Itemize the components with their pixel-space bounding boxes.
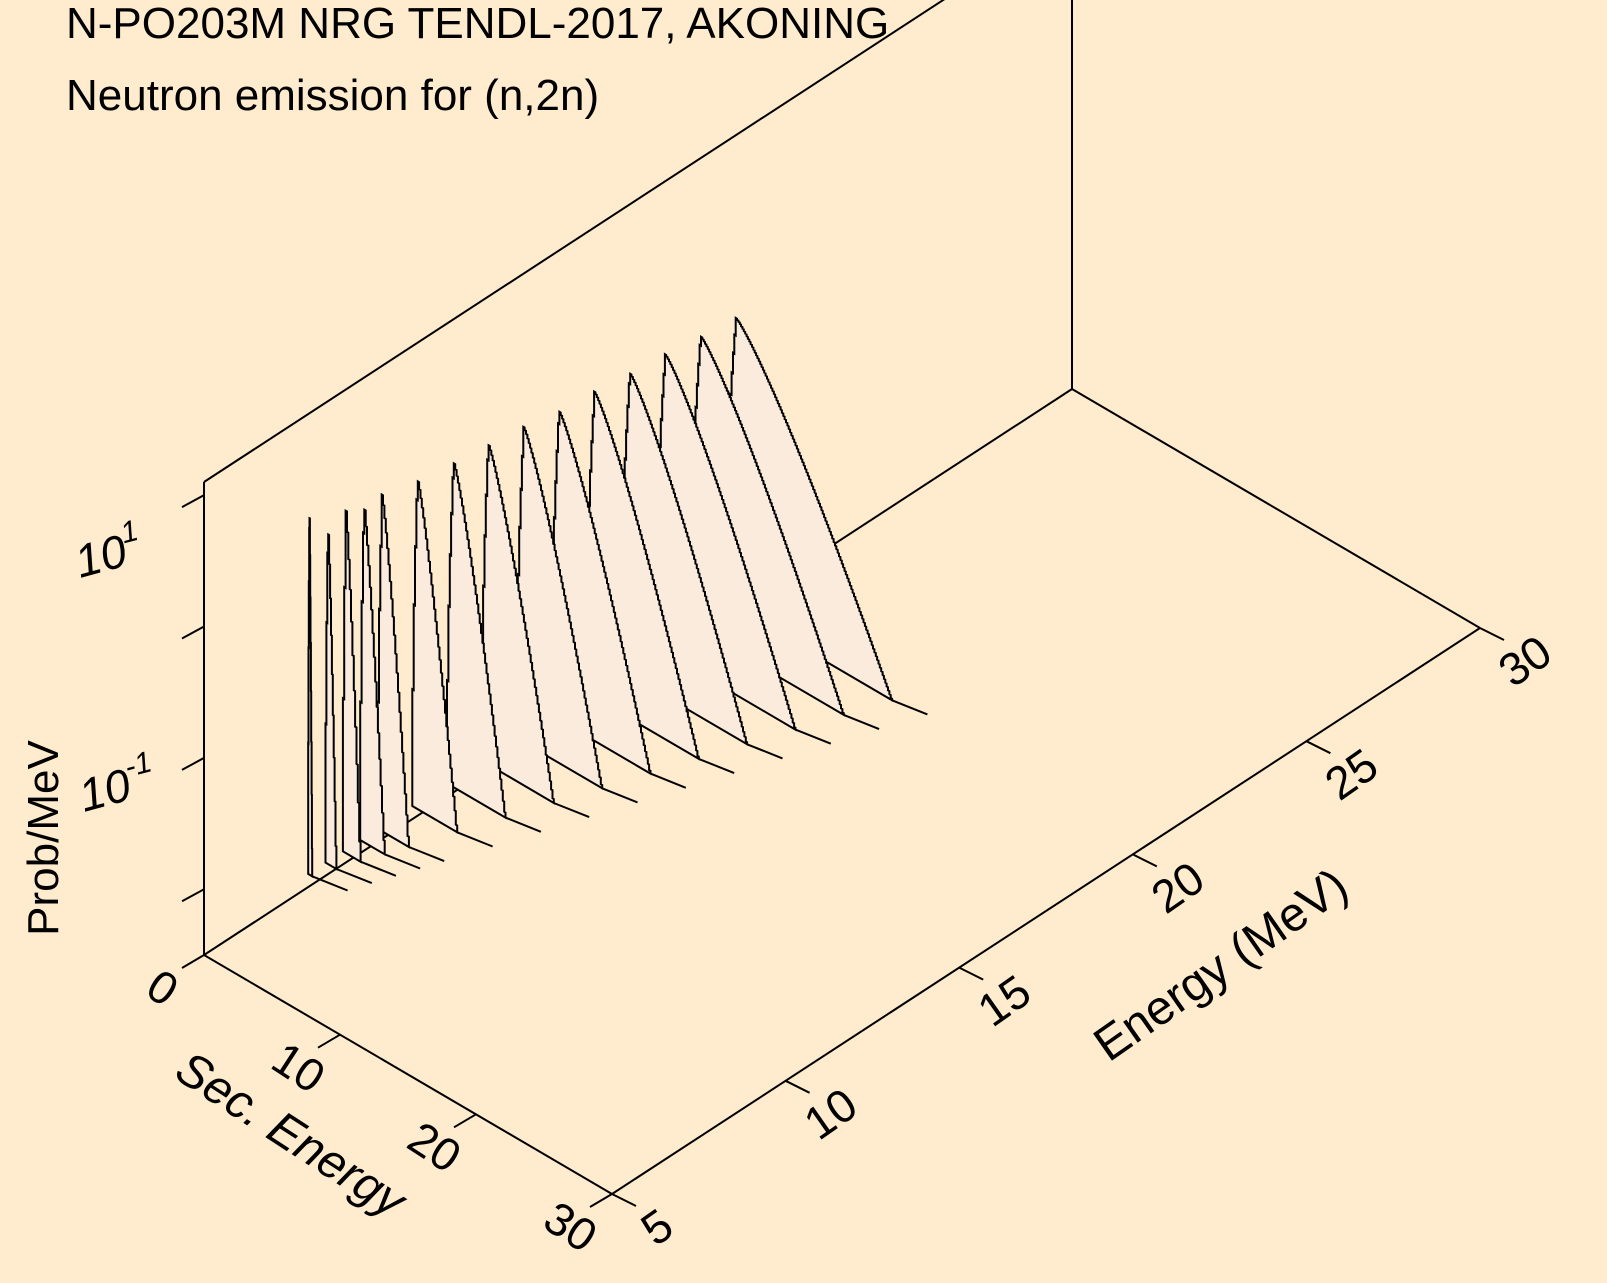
frame-base-right (1071, 388, 1481, 629)
y-tick-15 (958, 966, 984, 981)
y-tick-25 (1305, 740, 1331, 755)
spectrum-baseline-8-mev (311, 875, 348, 892)
z-tick-minor-1 (181, 888, 205, 903)
spectrum-13-mev (480, 443, 555, 805)
spectrum-baseline-18-mev (795, 728, 832, 745)
x-tick-label-30: 30 (535, 1191, 606, 1262)
frame-y-axis (611, 627, 1481, 1195)
y-axis-label: Energy (MeV) (1085, 859, 1358, 1072)
spectrum-11-mev (411, 479, 459, 835)
spectrum-10-mev (376, 492, 410, 849)
spectrum-8.5-mev (324, 532, 338, 871)
spectrum-baseline-9-mev (360, 860, 397, 877)
z-axis-label: Prob/MeV (19, 740, 68, 936)
x-tick-0 (181, 954, 205, 969)
spectrum-baseline-19-mev (843, 713, 880, 731)
z-tick-label-2: 10-1 (72, 745, 162, 821)
svg-text:10-1: 10-1 (72, 745, 162, 821)
y-tick-label-10: 10 (795, 1078, 867, 1150)
spectrum-baseline-14-mev (601, 787, 638, 804)
y-tick-20 (1132, 853, 1158, 868)
z-tick-major-1 (181, 494, 205, 508)
z-tick-label-1: 101 (68, 514, 149, 588)
x-tick-20 (453, 1113, 477, 1129)
y-tick-5 (611, 1193, 637, 1207)
spectrum-9-mev (341, 508, 362, 864)
frame-x-axis (203, 954, 613, 1195)
y-tick-label-25: 25 (1315, 738, 1387, 810)
spectrum-baseline-15-mev (650, 772, 687, 789)
spectrum-baseline-11-mev (456, 831, 493, 848)
x-tick-30 (589, 1193, 613, 1208)
chart-subtitle: Neutron emission for (n,2n) (66, 71, 599, 120)
spectrum-9.5-mev (359, 507, 386, 857)
spectrum-baseline-12-mev (505, 816, 542, 833)
x-tick-label-0: 0 (138, 959, 188, 1017)
spectrum-12-mev (446, 461, 507, 820)
chart-title: N-PO203M NRG TENDL-2017, AKONING (66, 0, 889, 48)
y-tick-10 (785, 1079, 811, 1094)
y-tick-label-30: 30 (1489, 625, 1561, 697)
spectrum-baseline-16-mev (698, 757, 735, 775)
z-tick-minor-0 (181, 625, 205, 640)
spectrum-baseline-10-mev (408, 846, 445, 863)
spectrum-baseline-13-mev (553, 802, 590, 819)
x-tick-label-20: 20 (399, 1111, 470, 1182)
y-tick-label-15: 15 (968, 965, 1040, 1037)
y-tick-label-5: 5 (631, 1198, 682, 1255)
y-tick-30 (1479, 627, 1505, 641)
spectrum-baseline-8.5-mev (336, 868, 373, 885)
spectrum-baseline-9.5-mev (384, 853, 421, 870)
y-tick-label-20: 20 (1142, 851, 1214, 923)
z-tick-major-2 (181, 757, 205, 771)
x-tick-10 (317, 1033, 341, 1049)
svg-text:101: 101 (68, 514, 149, 588)
spectra-group (307, 316, 928, 892)
spectrum-baseline-17-mev (746, 743, 783, 760)
spectrum-8-mev (307, 516, 314, 879)
spectrum-baseline-20-mev (891, 699, 928, 716)
frame-top-edge (203, 0, 946, 483)
